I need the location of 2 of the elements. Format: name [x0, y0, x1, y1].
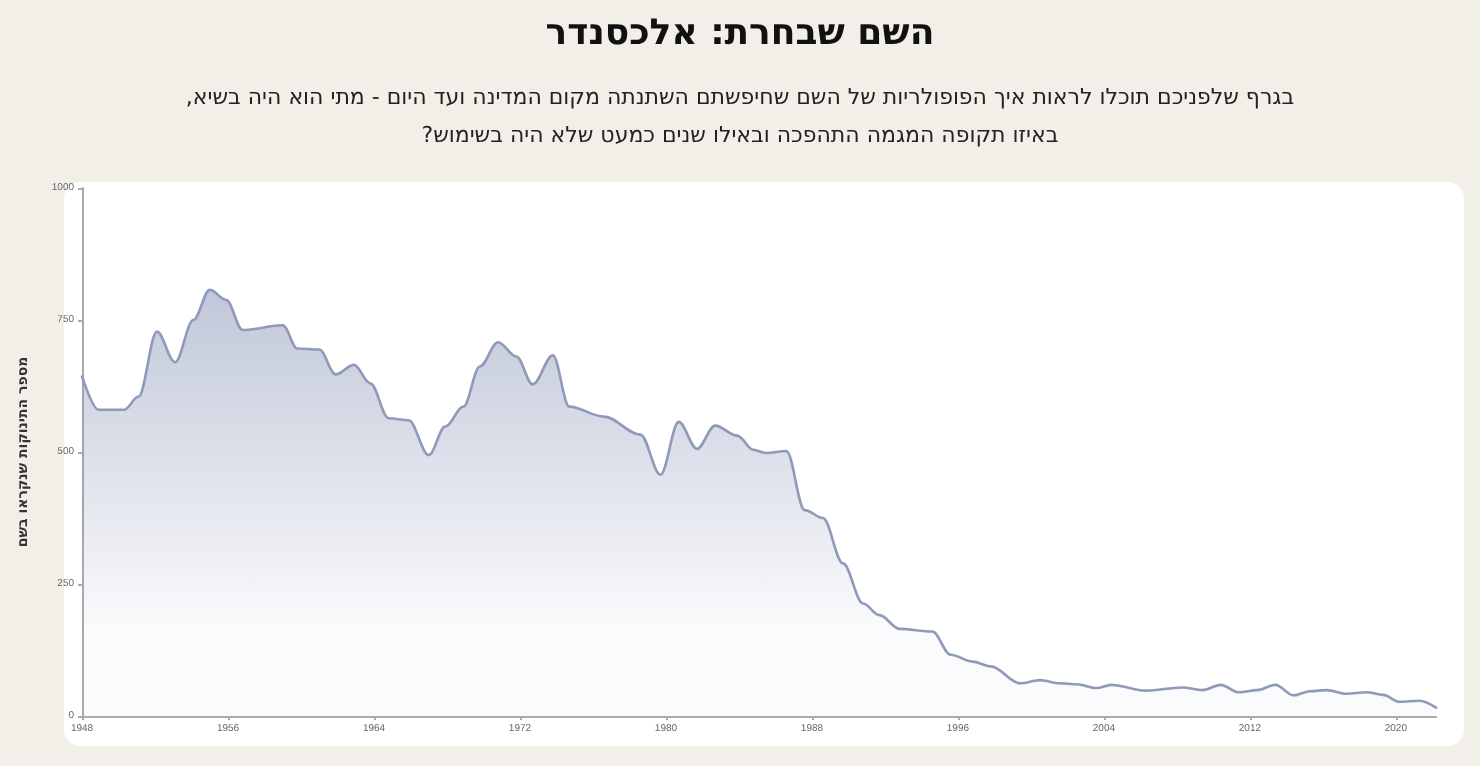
- chart-subtitle: בגרף שלפניכם תוכלו לראות איך הפופולריות של השם שחיפשתם השתנתה מקום המדינה ועד היום - מתי הוא היה בשיא, באיזו תקופה המגמה התהפכה ובאילו שנים כמעט שלא היה בשימוש?: [183, 82, 1297, 152]
- chart-title: השם שבחרת: אלכסנדר: [543, 12, 937, 54]
